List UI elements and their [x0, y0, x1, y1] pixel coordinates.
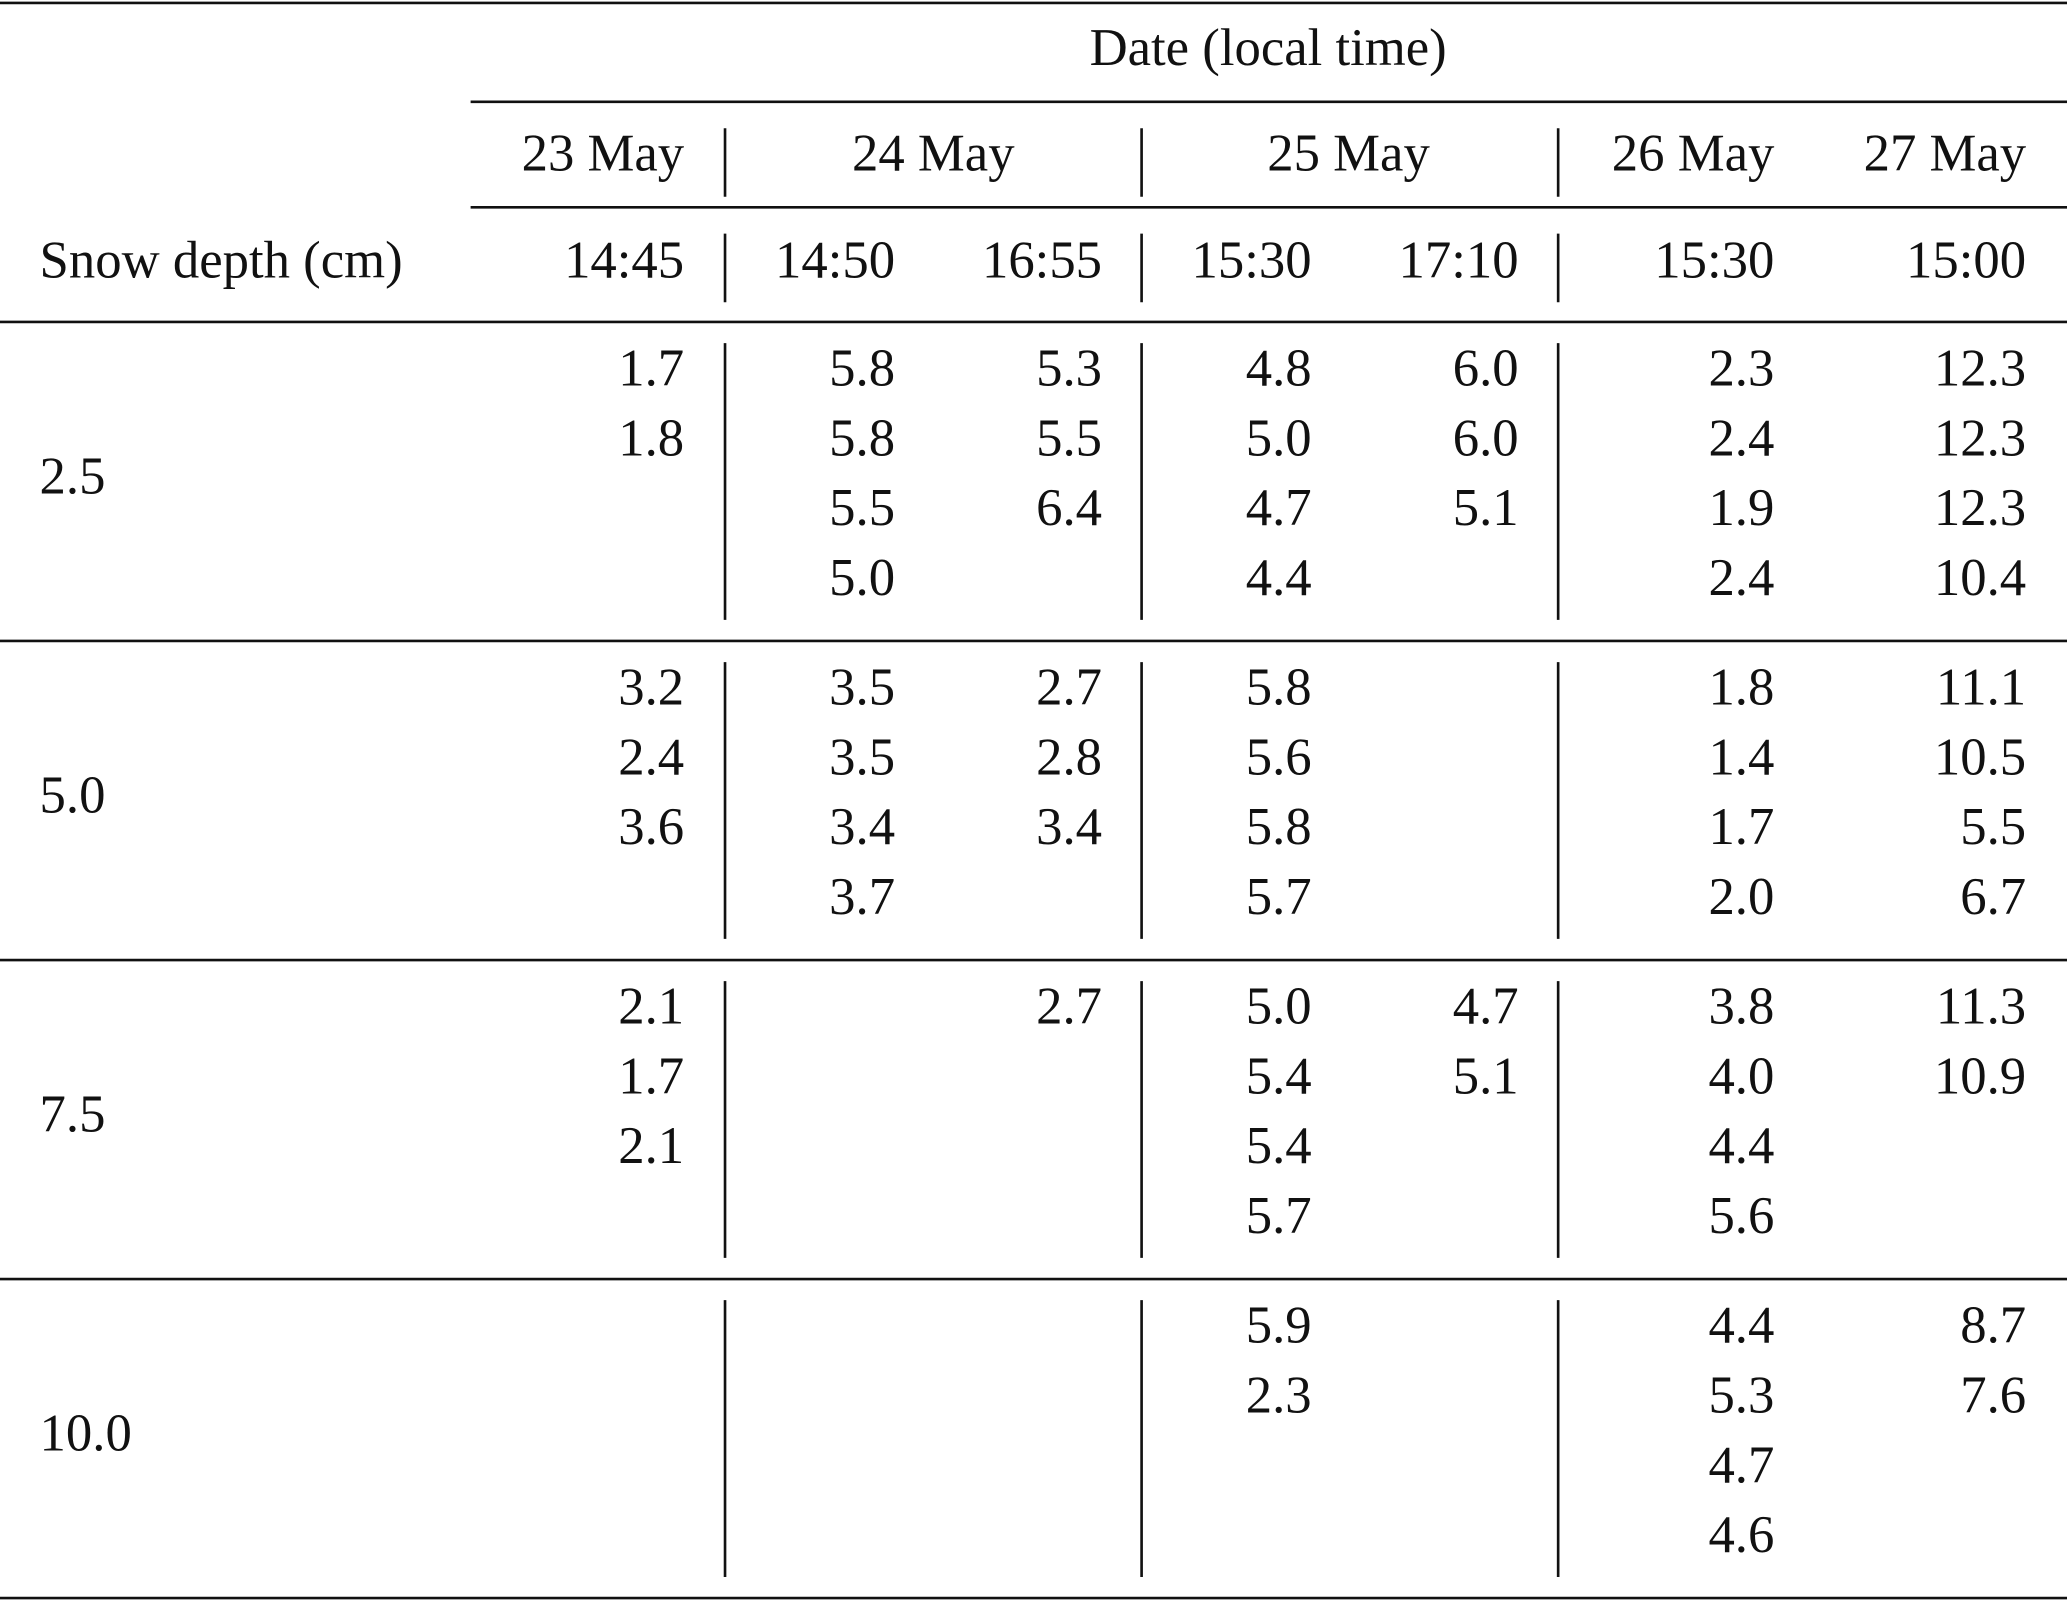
cell-value: 2.3	[1246, 1366, 1312, 1424]
time-header: 17:10	[1399, 231, 1519, 289]
cell-value: 3.8	[1708, 978, 1774, 1036]
cell-value: 5.3	[1036, 339, 1102, 397]
cell-value: 3.2	[618, 658, 684, 716]
cell-value: 5.7	[1246, 1187, 1312, 1245]
cell-value: 5.8	[829, 409, 895, 467]
depth-label: 2.5	[40, 448, 106, 506]
cell-value: 1.8	[1708, 658, 1774, 716]
cell-value: 11.1	[1936, 658, 2026, 716]
date-header: 27 May	[1864, 125, 2027, 183]
cell-value: 5.5	[1960, 798, 2026, 856]
time-header: 16:55	[982, 231, 1102, 289]
time-header: 15:00	[1906, 231, 2026, 289]
cell-value: 1.7	[618, 339, 684, 397]
cell-value: 12.3	[1934, 339, 2026, 397]
cell-value: 3.4	[829, 798, 895, 856]
cell-value: 2.8	[1036, 728, 1102, 786]
cell-value: 2.4	[1708, 549, 1774, 607]
cell-value: 4.7	[1246, 479, 1312, 537]
cell-value: 2.7	[1036, 658, 1102, 716]
cell-value: 6.4	[1036, 479, 1102, 537]
cell-value: 6.7	[1960, 868, 2026, 926]
cell-value: 10.9	[1934, 1047, 2026, 1105]
date-header: 25 May	[1267, 125, 1430, 183]
date-header: 24 May	[852, 125, 1015, 183]
cell-value: 4.6	[1708, 1506, 1774, 1564]
cell-value: 5.4	[1246, 1047, 1312, 1105]
cell-value: 5.6	[1708, 1187, 1774, 1245]
depth-label: 5.0	[40, 767, 106, 825]
header-title: Date (local time)	[1090, 19, 1447, 77]
time-header: 15:30	[1192, 231, 1312, 289]
cell-value: 6.0	[1453, 409, 1519, 467]
cell-value: 5.8	[829, 339, 895, 397]
date-header: 23 May	[522, 125, 685, 183]
cell-value: 4.7	[1708, 1436, 1774, 1494]
cell-value: 3.5	[829, 728, 895, 786]
cell-value: 5.5	[1036, 409, 1102, 467]
cell-value: 4.7	[1453, 978, 1519, 1036]
cell-value: 8.7	[1960, 1297, 2026, 1355]
cell-value: 1.7	[1708, 798, 1774, 856]
cell-value: 10.4	[1934, 549, 2026, 607]
cell-value: 1.7	[618, 1047, 684, 1105]
cell-value: 5.0	[1246, 978, 1312, 1036]
cell-value: 3.5	[829, 658, 895, 716]
cell-value: 5.1	[1453, 1047, 1519, 1105]
cell-value: 2.1	[618, 978, 684, 1036]
time-header: 15:30	[1654, 231, 1774, 289]
cell-value: 2.7	[1036, 978, 1102, 1036]
cell-value: 12.3	[1934, 479, 2026, 537]
cell-value: 3.7	[829, 868, 895, 926]
cell-value: 1.9	[1708, 479, 1774, 537]
cell-value: 2.0	[1708, 868, 1774, 926]
cell-value: 4.0	[1708, 1047, 1774, 1105]
cell-value: 2.4	[618, 728, 684, 786]
time-header: 14:45	[564, 231, 684, 289]
cell-value: 5.8	[1246, 658, 1312, 716]
cell-value: 4.4	[1708, 1297, 1774, 1355]
cell-value: 4.4	[1708, 1117, 1774, 1175]
cell-value: 2.3	[1708, 339, 1774, 397]
cell-value: 4.4	[1246, 549, 1312, 607]
cell-value: 5.6	[1246, 728, 1312, 786]
cell-value: 5.8	[1246, 798, 1312, 856]
depth-label: 7.5	[40, 1086, 106, 1144]
cell-value: 12.3	[1934, 409, 2026, 467]
date-header: 26 May	[1612, 125, 1775, 183]
cell-value: 2.1	[618, 1117, 684, 1175]
cell-value: 4.8	[1246, 339, 1312, 397]
cell-value: 11.3	[1936, 978, 2026, 1036]
cell-value: 5.1	[1453, 479, 1519, 537]
cell-value: 7.6	[1960, 1366, 2026, 1424]
cell-value: 2.4	[1708, 409, 1774, 467]
time-header: 14:50	[775, 231, 895, 289]
row-label-header: Snow depth (cm)	[40, 231, 403, 289]
cell-value: 5.0	[829, 549, 895, 607]
cell-value: 10.5	[1934, 728, 2026, 786]
cell-value: 1.4	[1708, 728, 1774, 786]
cell-value: 5.7	[1246, 868, 1312, 926]
cell-value: 6.0	[1453, 339, 1519, 397]
cell-value: 5.4	[1246, 1117, 1312, 1175]
cell-value: 5.5	[829, 479, 895, 537]
cell-value: 3.6	[618, 798, 684, 856]
cell-value: 3.4	[1036, 798, 1102, 856]
cell-value: 1.8	[618, 409, 684, 467]
depth-label: 10.0	[40, 1405, 132, 1463]
cell-value: 5.0	[1246, 409, 1312, 467]
cell-value: 5.9	[1246, 1297, 1312, 1355]
cell-value: 5.3	[1708, 1366, 1774, 1424]
